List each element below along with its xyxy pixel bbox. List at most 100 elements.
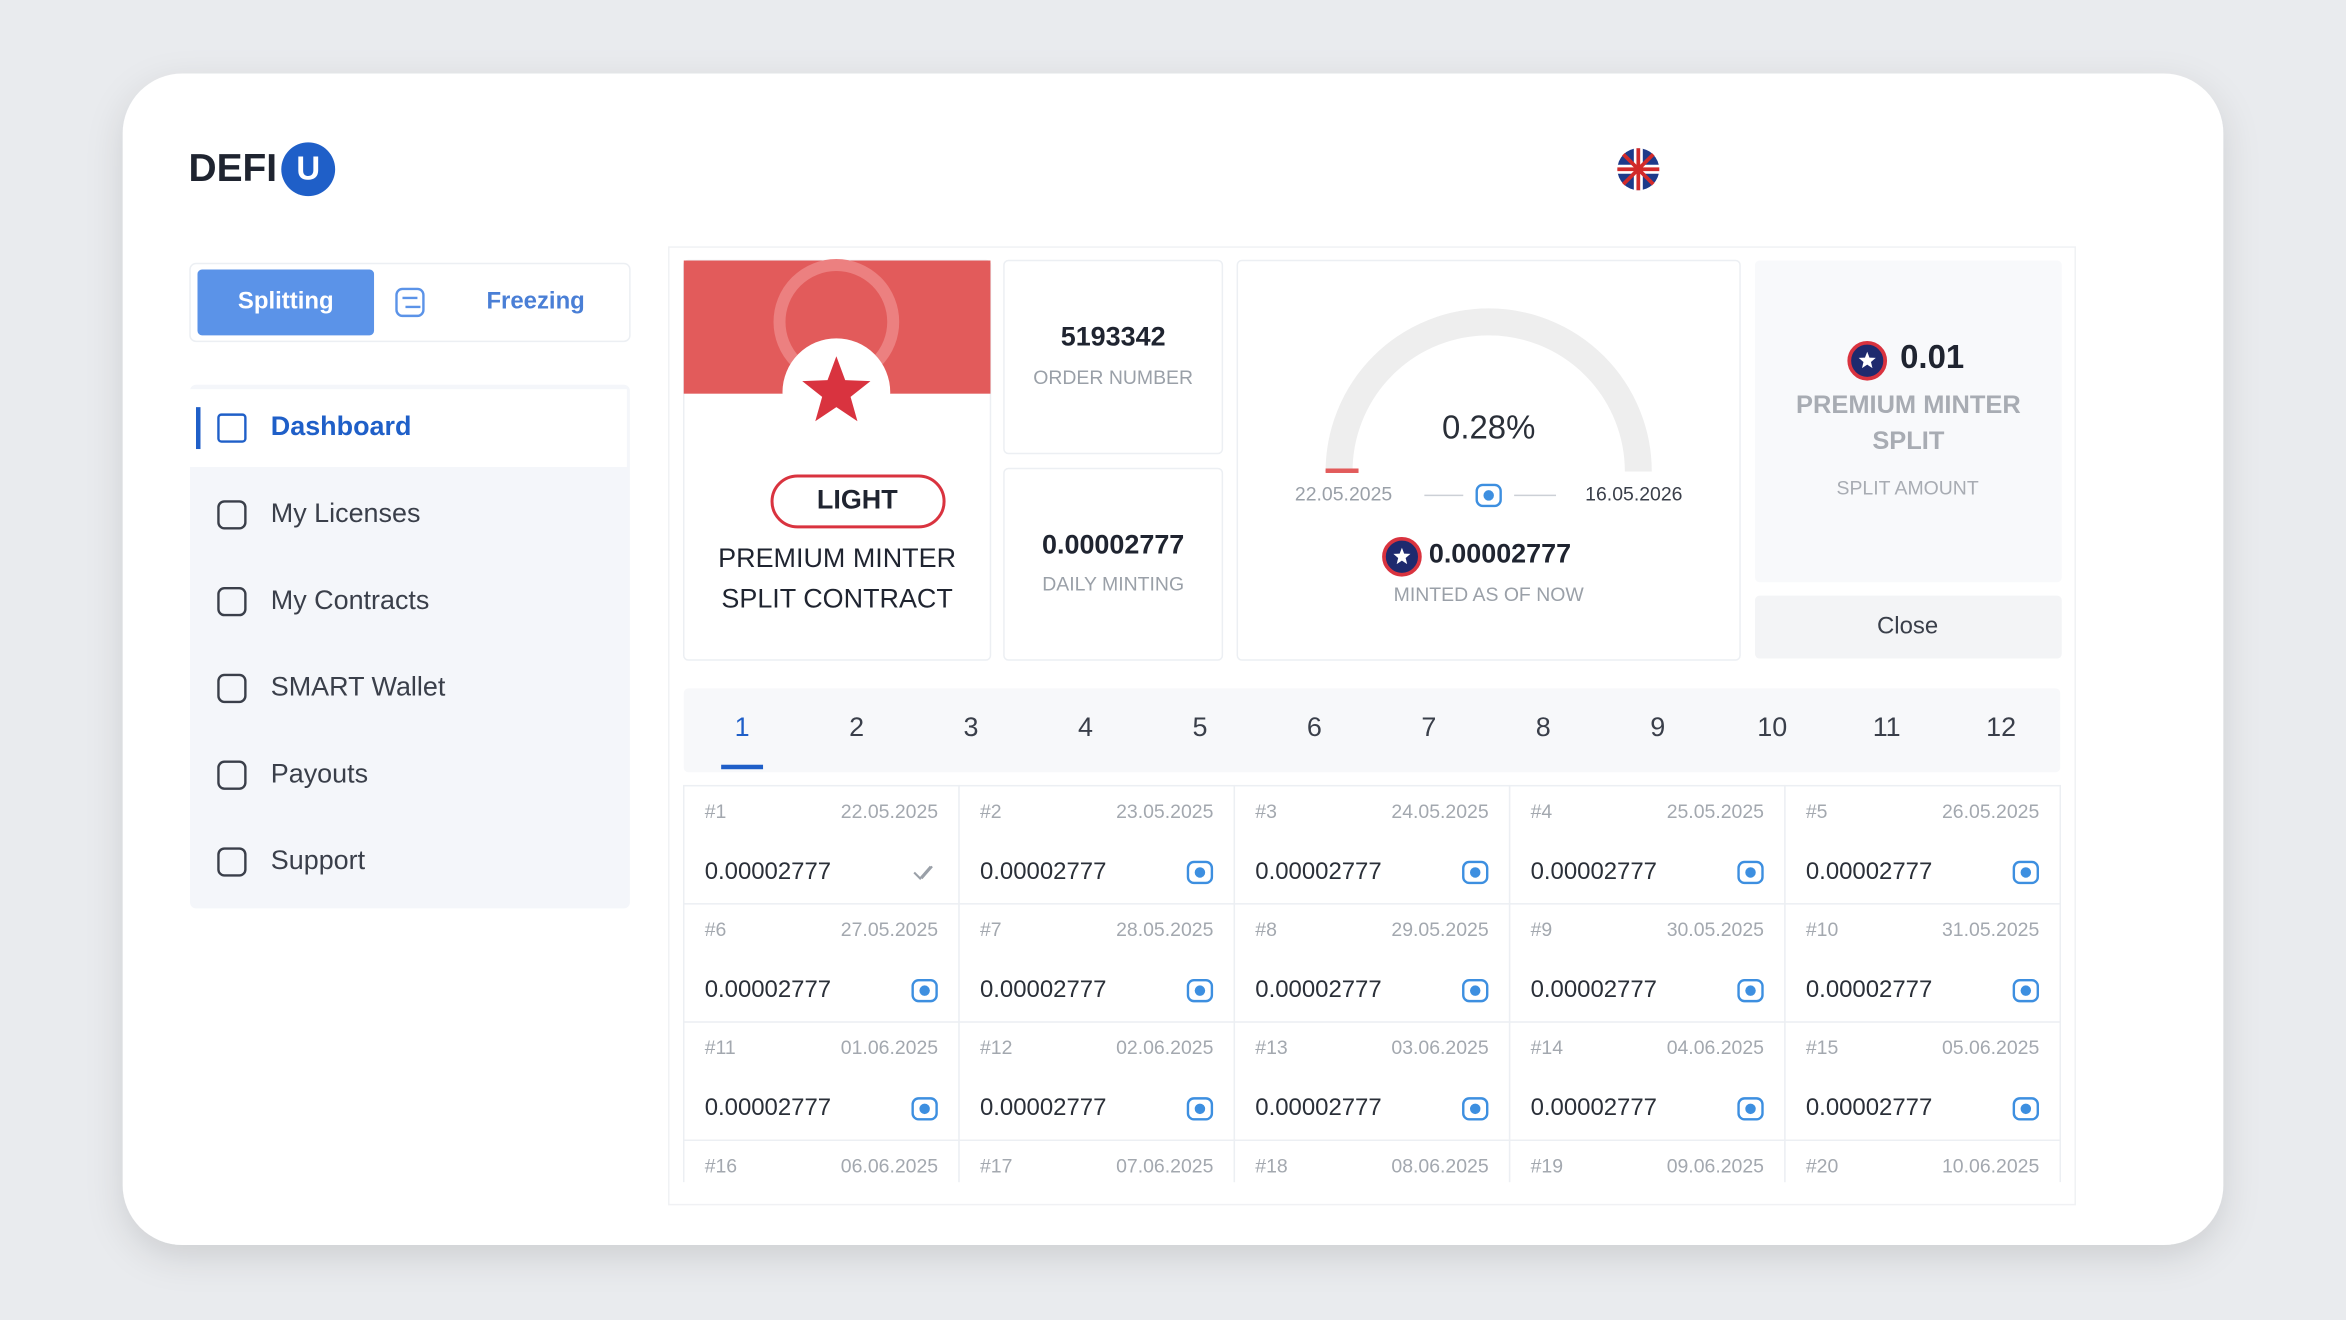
gauge-cap (1325, 468, 1359, 473)
sync-icon-dot (2020, 867, 2032, 878)
sync-icon (1737, 1097, 1764, 1121)
nav-icon (217, 413, 247, 443)
contract-star (802, 356, 871, 422)
payout-id: #9 (1531, 919, 1553, 941)
split-name: PREMIUM MINTER SPLIT (1796, 390, 2021, 456)
payout-date: 28.05.2025 (1116, 919, 1213, 941)
split-card (1755, 260, 2062, 583)
payout-cell (1784, 903, 2061, 1023)
page-label: 10 (1757, 712, 1787, 742)
minted-label: MINTED AS OF NOW (1394, 584, 1585, 606)
sync-icon (1737, 860, 1764, 885)
payout-amount: 0.00002777 (705, 858, 831, 885)
payout-date: 27.05.2025 (841, 919, 938, 941)
nav-icon (217, 760, 247, 790)
tab-label: Freezing (486, 288, 584, 315)
payout-id: #16 (705, 1155, 737, 1177)
payout-cell (1233, 1021, 1511, 1142)
payout-id: #20 (1806, 1155, 1839, 1177)
payout-cell (683, 1139, 960, 1183)
payout-id: #5 (1806, 801, 1828, 823)
logo-mark-circle (281, 142, 336, 197)
sync-icon (911, 978, 938, 1003)
payout-id: #7 (980, 919, 1002, 941)
order-label: ORDER NUMBER (1033, 367, 1193, 389)
payout-date: 26.05.2025 (1942, 801, 2039, 823)
contract-name-box: PREMIUM MINTER SPLIT CONTRACT (718, 543, 957, 614)
payout-amount: 0.00002777 (1255, 858, 1381, 885)
tab-splitting[interactable] (197, 269, 375, 336)
order-card (1003, 259, 1224, 455)
page-label: 9 (1650, 712, 1665, 742)
payout-amount: 0.00002777 (1531, 976, 1657, 1003)
payout-date: 10.06.2025 (1942, 1155, 2039, 1177)
sync-icon (911, 1097, 938, 1121)
nav-item-hit[interactable] (190, 736, 627, 814)
nav-label: SMART Wallet (271, 672, 446, 702)
nav-icon (217, 673, 247, 704)
payout-date: 03.06.2025 (1391, 1037, 1488, 1059)
sync-icon (1186, 978, 1214, 1003)
page-label: 6 (1307, 712, 1322, 742)
payout-date: 08.06.2025 (1391, 1155, 1488, 1177)
payout-date: 02.06.2025 (1116, 1037, 1213, 1059)
order-number: 5193342 (1061, 321, 1166, 351)
end-date: 16.05.2026 (1585, 484, 1682, 506)
payout-amount: 0.00002777 (705, 976, 831, 1003)
swap-icon-arrows (402, 296, 421, 309)
nav-active-bar (195, 407, 201, 450)
payout-id: #3 (1255, 801, 1277, 823)
nav-item-hit[interactable] (190, 823, 627, 901)
payout-amount: 0.00002777 (1806, 858, 1932, 885)
payout-amount: 0.00002777 (1255, 976, 1381, 1003)
nav-active (190, 389, 627, 467)
payout-cell (1784, 784, 2061, 905)
page-underline (721, 764, 764, 770)
progress-card (1236, 259, 1741, 661)
payout-id: #10 (1806, 919, 1839, 941)
payout-cell (683, 784, 960, 905)
payout-id: #4 (1531, 801, 1553, 823)
payout-date: 04.06.2025 (1667, 1037, 1764, 1059)
badge (770, 474, 946, 529)
progress-percent: 0.28% (1442, 408, 1535, 445)
sync-icon (1462, 1097, 1489, 1121)
payout-cell (1784, 1139, 2061, 1183)
coin-star (1393, 547, 1411, 565)
payout-grid: #1 22.05.2025 0.00002777 #2 23.05.2025 0.0000… (683, 784, 2061, 1183)
close-button[interactable] (1755, 595, 2062, 659)
sync-icon-dot (1745, 867, 1756, 878)
sync-icon-dot (1194, 1103, 1206, 1115)
payout-id: #8 (1255, 919, 1277, 941)
sync-icon-dot (919, 1103, 930, 1115)
payout-date: 07.06.2025 (1116, 1155, 1213, 1177)
payout-cell (958, 903, 1236, 1023)
swap-icon[interactable] (395, 287, 425, 318)
nav-label: Payouts (271, 758, 368, 788)
sync-icon (1462, 860, 1489, 885)
daily-value: 0.00002777 (1042, 529, 1184, 559)
nav-label: Support (271, 845, 366, 875)
sync-icon-dot (1469, 1103, 1481, 1115)
start-date: 22.05.2025 (1295, 484, 1392, 506)
nav-label: My Contracts (271, 585, 430, 615)
page-label: 8 (1536, 712, 1551, 742)
sync-icon-dot (1194, 985, 1206, 996)
contract-name: PREMIUM MINTER SPLIT CONTRACT (718, 543, 957, 614)
sync-icon-dot (1745, 985, 1756, 996)
sync-icon (1186, 1097, 1214, 1121)
payout-cell (958, 1139, 1236, 1183)
payout-id: #14 (1531, 1037, 1564, 1059)
payout-date: 31.05.2025 (1942, 919, 2039, 941)
payout-cell (958, 784, 1236, 905)
payout-amount: 0.00002777 (980, 976, 1106, 1003)
split-name-box: PREMIUM MINTER SPLIT (1796, 390, 2021, 456)
nav-label: My Licenses (271, 498, 421, 528)
daily-card (1003, 467, 1224, 661)
tab-freezing[interactable] (447, 269, 624, 336)
payout-id: #12 (980, 1037, 1012, 1059)
payout-date: 23.05.2025 (1116, 801, 1213, 823)
sync-icon (1737, 978, 1764, 1003)
